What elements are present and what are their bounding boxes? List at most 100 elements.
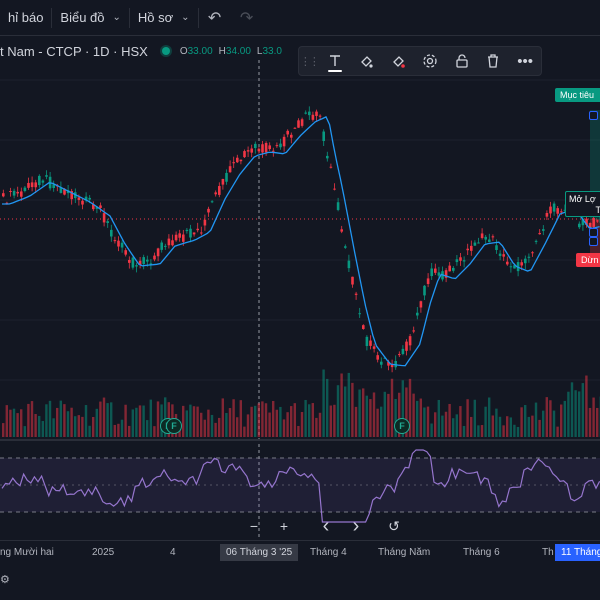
candle-body [412, 330, 415, 332]
volume-bar [164, 397, 167, 437]
market-status-icon [161, 47, 170, 55]
settings-icon[interactable]: ⚙ [0, 574, 10, 586]
volume-bar [113, 424, 116, 437]
candle-body [293, 127, 297, 129]
candle-body [268, 145, 271, 150]
time-axis-label: Tháng 4 [310, 547, 347, 558]
zoom-in-button[interactable]: + [279, 518, 289, 534]
candle-body [419, 301, 423, 308]
volume-bar [102, 397, 106, 437]
volume-bar [117, 423, 120, 437]
candle-body [498, 253, 502, 256]
scroll-right-button[interactable]: › [352, 514, 360, 537]
more-icon[interactable]: ••• [517, 52, 533, 70]
candle-body [336, 202, 340, 210]
candle-body [225, 172, 228, 182]
volume-bar [149, 399, 152, 437]
volume-bar [203, 419, 206, 437]
volume-bar [592, 397, 595, 437]
volume-bar [376, 408, 379, 437]
candle-body [376, 355, 379, 360]
volume-bar [506, 416, 509, 437]
open-label-line: Mở Lợ [569, 194, 596, 204]
reset-view-button[interactable]: ↺ [388, 517, 400, 534]
volume-bar [41, 421, 44, 437]
time-axis[interactable]: ng Mười hai 2025 4 06 Tháng 3 '25 Tháng 4 Thá… [0, 540, 600, 566]
undo-icon[interactable]: ↶ [207, 9, 222, 27]
candle-body [174, 234, 178, 241]
candle-body [369, 340, 372, 346]
candle-body [45, 175, 48, 177]
candle-body [315, 111, 318, 116]
chart-menu[interactable]: Biểu đồ ⌄ [52, 0, 128, 36]
scroll-left-button[interactable]: ‹ [322, 514, 330, 537]
volume-bar [124, 404, 127, 437]
candle-body [178, 233, 181, 238]
settings-icon[interactable] [414, 47, 446, 75]
chart-grid [0, 79, 600, 381]
stop-label[interactable]: Dừn [576, 253, 600, 267]
candle-body [340, 229, 343, 232]
toolbar-divider [51, 7, 53, 28]
volume-bar [239, 400, 242, 437]
grip-icon[interactable]: ⋮⋮ [299, 55, 320, 68]
color-icon[interactable] [382, 47, 414, 75]
candle-body [311, 114, 315, 120]
text-tool-icon[interactable] [319, 47, 351, 75]
target-label[interactable]: Mục tiêu [555, 88, 600, 102]
volume-bar [444, 411, 448, 437]
candle-body [160, 242, 163, 250]
entry-handle[interactable] [589, 228, 598, 237]
dividend-marker[interactable]: F [394, 418, 410, 434]
target-handle[interactable] [589, 111, 598, 120]
time-axis-label: 11 Tháng [555, 544, 600, 561]
volume-bar [236, 417, 239, 437]
zoom-out-button[interactable]: − [249, 518, 259, 534]
candle-body [138, 260, 142, 266]
open-position-label[interactable]: Mở Lợ T [565, 191, 600, 217]
fill-icon[interactable] [351, 47, 383, 75]
volume-bar [344, 386, 347, 437]
entry-handle[interactable] [589, 237, 598, 246]
volume-bar [563, 400, 566, 437]
volume-bar [567, 391, 570, 437]
candle-body [70, 191, 73, 200]
candle-body [308, 111, 311, 116]
dividend-marker[interactable]: F [166, 418, 182, 434]
candle-body [185, 229, 189, 232]
volume-bar [498, 416, 502, 437]
volume-bar [66, 411, 70, 437]
volume-bar [218, 417, 221, 437]
volume-bar [268, 412, 271, 437]
alerts-menu[interactable]: hỉ báo [0, 0, 51, 36]
volume-bar [210, 414, 214, 437]
candle-body [362, 325, 365, 329]
volume-bar [315, 417, 318, 437]
volume-bar [354, 406, 358, 437]
volume-bar [534, 402, 538, 437]
lock-icon[interactable] [446, 47, 478, 75]
price-chart[interactable] [0, 0, 600, 540]
candle-body [189, 228, 192, 238]
trash-icon[interactable] [478, 47, 510, 75]
volume-bar [326, 378, 329, 437]
time-axis-label: 06 Tháng 3 '25 [220, 544, 299, 561]
volume-bar [387, 393, 390, 437]
volume-bar [272, 400, 275, 437]
volume-bar [189, 404, 192, 437]
chevron-down-icon: ⌄ [112, 12, 121, 23]
candle-body [347, 260, 351, 269]
candle-body [401, 348, 405, 355]
time-axis-label: Tháng Năm [378, 547, 431, 558]
candle-body [228, 166, 232, 173]
volume-bar [585, 375, 588, 437]
candle-body [99, 205, 102, 208]
candle-body [34, 182, 37, 188]
profile-menu[interactable]: Hồ sơ ⌄ [130, 0, 198, 36]
volume-bar [372, 392, 376, 437]
volume-bar [12, 408, 16, 437]
symbol-title[interactable]: t Nam - CTCP · 1D · HSX [0, 43, 148, 59]
volume-bar [48, 400, 52, 437]
candle-body [153, 255, 156, 260]
candle-body [452, 267, 455, 271]
